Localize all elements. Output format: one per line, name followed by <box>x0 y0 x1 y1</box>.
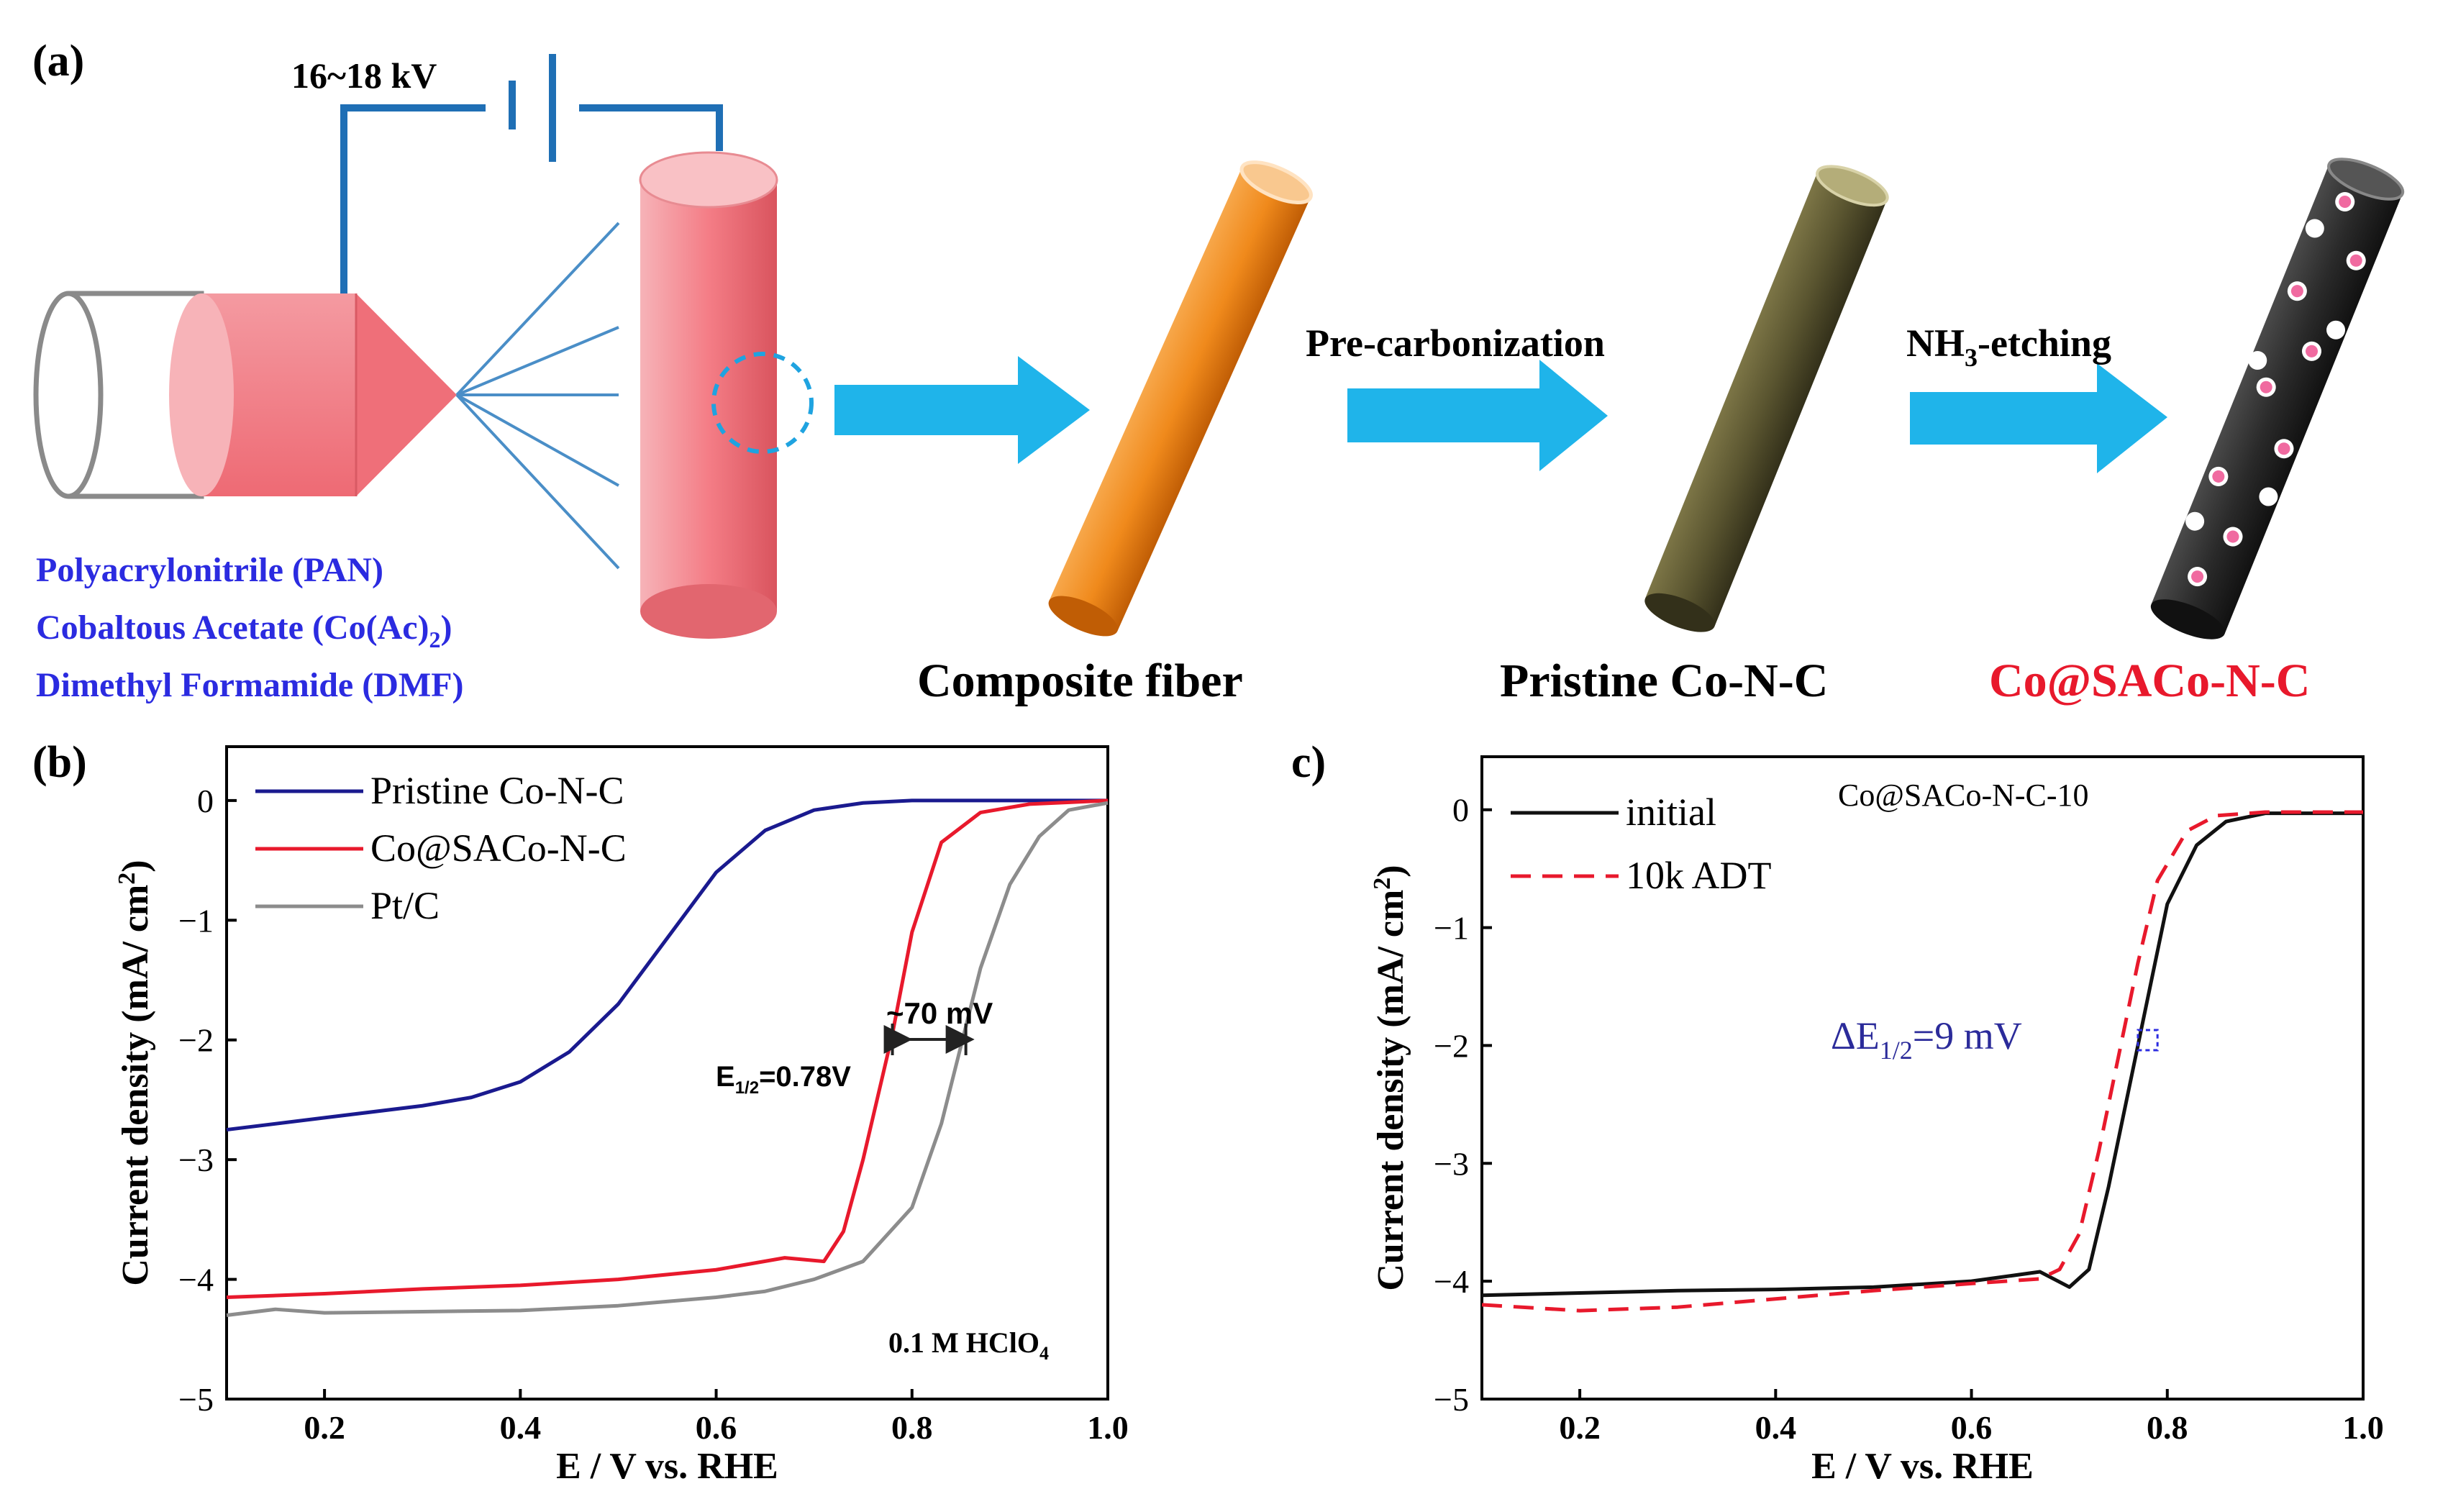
e-half-annotation: E1/2=0.78V <box>716 1061 851 1098</box>
x-tick-label: 0.6 <box>1951 1409 1993 1446</box>
y-axis-label: Current density (mA/ cm2) <box>1369 865 1411 1290</box>
chart-b: 0.2 0.4 0.6 0.8 1.0 0 −1 −2 −3 −4 −5 E / V vs. RHE C… <box>32 738 1129 1487</box>
legend-label: initial <box>1626 791 1716 834</box>
x-tick-label: 0.8 <box>891 1409 933 1446</box>
x-tick-label: 0.4 <box>1755 1409 1797 1446</box>
composite-fiber-label: Composite fiber <box>917 655 1243 707</box>
legend-label: Pristine Co-N-C <box>370 769 624 812</box>
power-supply <box>340 54 723 293</box>
y-axis-label: Current density (mA/ cm2) <box>114 860 156 1285</box>
plot-frame <box>225 745 1109 1401</box>
y-tick-label: −5 <box>1434 1381 1469 1418</box>
spray-lines <box>455 222 620 570</box>
svg-text:Dimethyl Formamide (DMF): Dimethyl Formamide (DMF) <box>36 666 464 704</box>
panel-label: (b) <box>32 738 87 787</box>
x-tick-label: 0.8 <box>2147 1409 2188 1446</box>
delta-e-marker <box>2137 1029 2159 1052</box>
chart-c-title: Co@SACo-N-C-10 <box>1838 778 2089 813</box>
collector-cylinder <box>639 151 814 639</box>
y-tick-label: −1 <box>178 902 214 939</box>
y-tick-label: −3 <box>178 1142 214 1178</box>
co-sa-fiber <box>2150 158 2405 639</box>
series-line-2 <box>226 801 1109 1317</box>
y-tick-label: −4 <box>1434 1263 1469 1300</box>
vacancies <box>2185 219 2346 531</box>
series-line-0 <box>1481 811 2363 1298</box>
legend-label: 10k ADT <box>1626 854 1772 897</box>
series-line-0 <box>226 798 1108 1132</box>
co-sa-label: Co@SACo-N-C <box>1989 655 2310 707</box>
x-axis-label: E / V vs. RHE <box>556 1446 778 1487</box>
series-line-1 <box>226 798 1109 1300</box>
pristine-label: Pristine Co-N-C <box>1500 655 1828 707</box>
x-tick-label: 0.6 <box>696 1409 737 1446</box>
x-tick-label: 0.2 <box>304 1409 345 1446</box>
arrow-3 <box>1910 363 2167 473</box>
x-axis-label: E / V vs. RHE <box>1811 1446 2034 1487</box>
plot-frame <box>1480 755 2365 1401</box>
y-tick-label: −1 <box>1434 910 1469 947</box>
electrolyte-label: 0.1 M HClO4 <box>888 1326 1049 1364</box>
panel-a-label: (a) <box>32 37 84 86</box>
materials-list: Polyacrylonitrile (PAN) Cobaltous Acetat… <box>36 551 464 704</box>
pre-carbonization-label: Pre-carbonization <box>1306 322 1605 365</box>
voltage-label: 16~18 kV <box>291 55 437 96</box>
x-tick-label: 1.0 <box>2342 1409 2384 1446</box>
y-tick-label: 0 <box>1452 792 1469 829</box>
x-tick-label: 0.4 <box>500 1409 542 1446</box>
arrow-2 <box>1347 360 1608 471</box>
panel-label: c) <box>1291 738 1326 787</box>
y-tick-label: −5 <box>178 1381 214 1418</box>
syringe <box>33 291 457 499</box>
process-arrows <box>834 356 2167 473</box>
y-tick-label: 0 <box>197 783 214 819</box>
x-tick-label: 0.2 <box>1559 1409 1601 1446</box>
svg-text:Cobaltous Acetate (Co(Ac)2): Cobaltous Acetate (Co(Ac)2) <box>36 609 452 652</box>
nh3-etching-label: NH3-etching <box>1906 322 2111 372</box>
y-tick-label: −2 <box>1434 1027 1469 1064</box>
delta-annotation: ~70 mV <box>886 996 993 1030</box>
delta-e-annotation: ΔE1/2=9 mV <box>1831 1014 2022 1065</box>
y-tick-label: −3 <box>1434 1145 1469 1182</box>
y-tick-label: −2 <box>178 1022 214 1059</box>
pristine-fiber <box>1644 165 1889 632</box>
legend-label: Co@SACo-N-C <box>370 826 627 870</box>
magnify-circle <box>711 352 814 454</box>
legend-label: Pt/C <box>370 884 440 927</box>
chart-c: 0.2 0.4 0.6 0.8 1.0 0 −1 −2 −3 −4 −5 E / V vs. RHE C… <box>1291 738 2384 1487</box>
series-line-1 <box>1481 810 2363 1313</box>
arrow-1 <box>834 356 1090 464</box>
svg-text:Polyacrylonitrile (PAN): Polyacrylonitrile (PAN) <box>36 551 383 589</box>
co-sites <box>2188 191 2366 587</box>
y-tick-label: −4 <box>178 1262 214 1298</box>
composite-fiber <box>1048 160 1313 637</box>
x-tick-label: 1.0 <box>1087 1409 1129 1446</box>
